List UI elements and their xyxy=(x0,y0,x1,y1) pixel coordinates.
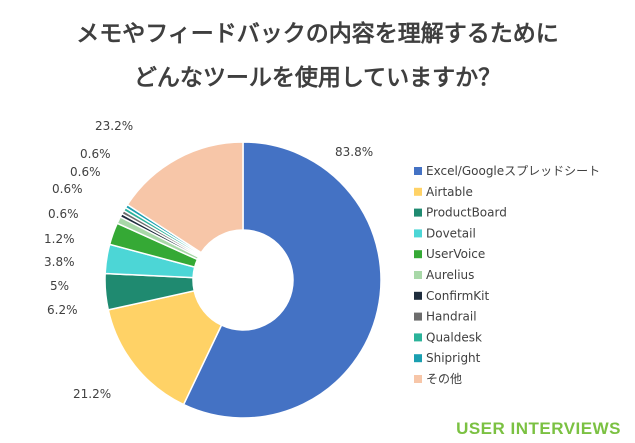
slice-label-productboard: 6.2% xyxy=(47,303,78,317)
slice-label-handrail: 0.6% xyxy=(52,182,83,196)
legend-label-airtable: Airtable xyxy=(426,185,473,199)
donut-slices xyxy=(104,141,382,419)
slice-label-other: 23.2% xyxy=(95,119,133,133)
legend-label-excel-google: Excel/Googleスプレッドシート xyxy=(426,164,600,178)
slice-label-airtable: 21.2% xyxy=(73,387,111,401)
legend-label-confirmkit: ConfirmKit xyxy=(426,289,490,303)
legend-label-dovetail: Dovetail xyxy=(426,226,476,240)
legend-label-productboard: ProductBoard xyxy=(426,206,507,220)
legend-swatch-confirmkit xyxy=(414,291,422,300)
slice-excel-google xyxy=(182,141,382,419)
legend-swatch-other xyxy=(414,375,422,383)
legend-label-aurelius: Aurelius xyxy=(426,268,474,282)
legend-swatch-uservoice xyxy=(414,250,422,259)
slice-label-excel-google: 83.8% xyxy=(335,145,373,159)
legend-swatch-airtable xyxy=(414,187,422,196)
chart-title-line-1: メモやフィードバックの内容を理解するために xyxy=(76,21,559,47)
slice-label-qualdesk: 0.6% xyxy=(70,165,101,179)
legend-label-other: その他 xyxy=(426,372,462,386)
legend-swatch-excel-google xyxy=(414,167,422,175)
legend-swatch-handrail xyxy=(414,312,422,321)
legend: Excel/Googleスプレッドシート Airtable ProductBoard… xyxy=(414,164,600,386)
legend-swatch-aurelius xyxy=(414,271,422,279)
legend-swatch-dovetail xyxy=(414,229,422,238)
legend-swatch-shipright xyxy=(414,354,422,363)
brand-logo-text: USER INTERVIEWS xyxy=(456,419,621,438)
slice-label-dovetail: 5% xyxy=(50,279,69,293)
slice-label-aurelius: 1.2% xyxy=(44,232,75,246)
chart-title-line-2: どんなツールを使用していますか？ xyxy=(133,65,502,91)
legend-label-shipright: Shipright xyxy=(426,351,481,365)
legend-label-handrail: Handrail xyxy=(426,310,477,324)
slice-label-confirmkit: 0.6% xyxy=(48,207,79,221)
legend-label-qualdesk: Qualdesk xyxy=(426,330,482,344)
slice-other xyxy=(126,141,244,254)
slice-labels: 83.8% 21.2% 6.2% 5% 3.8% 1.2% 0.6% 0.6% 0.6% 0.6%… xyxy=(44,119,373,401)
slice-label-shipright: 0.6% xyxy=(80,147,111,161)
legend-swatch-productboard xyxy=(414,208,422,217)
slice-label-uservoice: 3.8% xyxy=(44,255,75,269)
slice-airtable xyxy=(107,289,223,406)
legend-swatch-qualdesk xyxy=(414,333,422,342)
legend-label-uservoice: UserVoice xyxy=(426,247,485,261)
